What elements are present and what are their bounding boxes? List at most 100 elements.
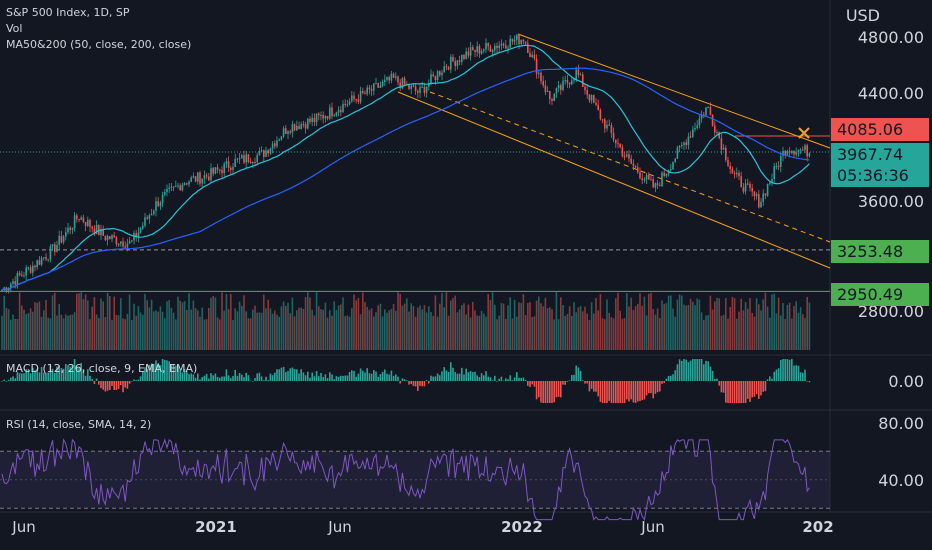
macd-histogram-bar xyxy=(98,381,100,385)
volume-bar xyxy=(467,304,470,350)
candle-body xyxy=(480,50,483,54)
macd-histogram-bar xyxy=(634,381,637,403)
volume-bar xyxy=(157,311,159,350)
volume-bar xyxy=(443,307,445,350)
macd-histogram-bar xyxy=(179,370,181,381)
macd-histogram-bar xyxy=(469,371,472,381)
macd-histogram-bar xyxy=(630,381,632,400)
volume-bar xyxy=(606,299,608,350)
legend-rsi[interactable]: RSI (14, close, SMA, 14, 2) xyxy=(6,418,152,431)
volume-bar xyxy=(711,309,714,350)
volume-bar xyxy=(696,298,698,350)
macd-histogram-bar xyxy=(282,366,285,381)
volume-bar xyxy=(335,310,338,350)
volume-bar xyxy=(709,295,712,350)
volume-bar xyxy=(705,315,707,350)
volume-bar xyxy=(648,293,650,350)
candle-body xyxy=(397,76,399,83)
macd-histogram-bar xyxy=(540,381,542,403)
volume-bar xyxy=(674,316,676,350)
macd-histogram-bar xyxy=(318,376,320,381)
candle-body xyxy=(216,167,219,170)
volume-bar xyxy=(203,319,206,350)
candle-body xyxy=(808,153,811,157)
volume-bar xyxy=(564,315,566,350)
candle-body xyxy=(379,85,382,88)
volume-bar xyxy=(678,294,681,350)
candle-body xyxy=(665,173,668,176)
legend-ma[interactable]: MA50&200 (50, close, 200, close) xyxy=(6,38,192,51)
candle-body xyxy=(562,80,564,90)
legend-macd[interactable]: MACD (12, 26, close, 9, EMA, EMA) xyxy=(6,362,198,375)
macd-histogram-bar xyxy=(320,372,322,381)
macd-histogram-bar xyxy=(784,359,786,381)
volume-bar xyxy=(419,305,421,350)
macd-histogram-bar xyxy=(716,378,718,381)
candle-body xyxy=(403,78,406,85)
price-tick-2800: 2800.00 xyxy=(857,302,924,321)
volume-bar xyxy=(71,314,74,350)
candle-body xyxy=(461,54,463,62)
candle-body xyxy=(423,86,426,93)
macd-histogram-bar xyxy=(199,379,201,381)
volume-bar xyxy=(124,319,126,350)
volume-bar xyxy=(595,297,597,350)
macd-histogram-bar xyxy=(738,381,740,403)
candle-body xyxy=(395,76,397,78)
candle-body xyxy=(238,158,241,160)
macd-histogram-bar xyxy=(751,381,753,398)
volume-bar xyxy=(186,309,188,350)
candle-body xyxy=(507,47,509,49)
price-tick-4400: 4400.00 xyxy=(857,84,924,103)
candle-body xyxy=(533,54,536,59)
macd-histogram-bar xyxy=(467,372,470,381)
macd-histogram-bar xyxy=(485,371,487,381)
volume-bar xyxy=(535,300,538,350)
volume-bar xyxy=(403,303,406,350)
macd-histogram-bar xyxy=(546,381,549,403)
volume-bar xyxy=(522,294,525,350)
legend-symbol[interactable]: S&P 500 Index, 1D, SP xyxy=(6,6,130,19)
volume-bar xyxy=(753,316,756,350)
candle-body xyxy=(135,233,137,238)
volume-bar xyxy=(623,318,626,350)
candle-body xyxy=(271,143,274,149)
candle-body xyxy=(762,193,764,202)
volume-bar xyxy=(117,315,120,350)
macd-histogram-bar xyxy=(483,375,485,381)
macd-histogram-bar xyxy=(78,368,80,381)
macd-histogram-bar xyxy=(40,367,43,381)
macd-histogram-bar xyxy=(689,360,692,381)
candle-body xyxy=(568,82,571,85)
volume-bar xyxy=(135,315,137,350)
candle-body xyxy=(698,118,701,126)
candle-body xyxy=(483,49,485,51)
volume-bar xyxy=(205,319,208,350)
volume-bar xyxy=(505,318,507,350)
macd-histogram-bar xyxy=(597,381,599,397)
volume-bar xyxy=(322,309,324,350)
macd-histogram-bar xyxy=(210,373,212,381)
macd-histogram-bar xyxy=(111,381,113,386)
volume-bar xyxy=(69,315,71,350)
volume-bar xyxy=(529,302,531,350)
macd-histogram-bar xyxy=(623,381,626,403)
volume-bar xyxy=(287,302,289,350)
candle-body xyxy=(192,176,195,178)
macd-histogram-bar xyxy=(159,365,162,381)
candle-body xyxy=(531,54,533,58)
volume-bar xyxy=(472,301,474,350)
macd-histogram-bar xyxy=(56,366,58,381)
macd-histogram-bar xyxy=(729,381,731,403)
macd-histogram-bar xyxy=(434,376,437,381)
legend-volume[interactable]: Vol xyxy=(6,22,23,35)
macd-histogram-bar xyxy=(802,372,804,381)
candle-body xyxy=(170,186,173,188)
volume-bar xyxy=(663,303,665,350)
volume-bar xyxy=(408,311,410,350)
candle-body xyxy=(736,172,738,175)
candle-body xyxy=(593,95,595,103)
macd-histogram-bar xyxy=(313,376,316,381)
candle-body xyxy=(542,81,544,86)
